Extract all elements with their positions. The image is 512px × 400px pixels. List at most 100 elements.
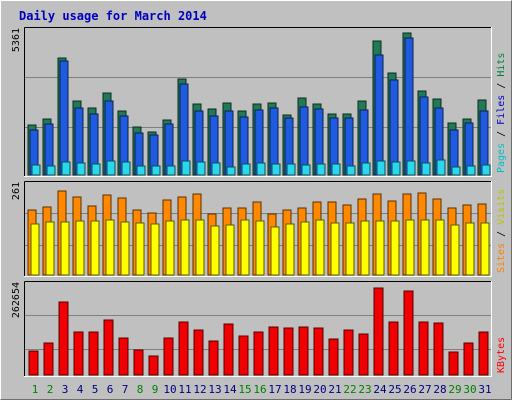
bar-sites-day-28 bbox=[435, 219, 445, 276]
day-label-1: 1 bbox=[32, 383, 39, 396]
panel-sites-visits: 261 Sites / Visits bbox=[11, 181, 507, 277]
legend-kbytes: KBytes bbox=[496, 337, 507, 373]
day-label-20: 20 bbox=[313, 383, 326, 396]
bar-sites-day-3 bbox=[60, 221, 70, 276]
bar-sites-day-7 bbox=[120, 221, 130, 276]
bar-pages-day-10 bbox=[166, 165, 176, 176]
bar-sites-day-5 bbox=[90, 220, 100, 276]
day-label-14: 14 bbox=[223, 383, 237, 396]
bar-kbytes-day-28 bbox=[433, 322, 444, 376]
bar-pages-day-20 bbox=[316, 163, 326, 176]
bar-sites-day-22 bbox=[345, 222, 355, 276]
bar-sites-day-14 bbox=[225, 224, 235, 276]
bar-sites-day-24 bbox=[375, 220, 385, 276]
legend-separator: / bbox=[496, 225, 507, 243]
bar-kbytes-day-16 bbox=[253, 331, 264, 376]
bar-pages-day-26 bbox=[406, 160, 416, 176]
bar-kbytes-day-17 bbox=[268, 326, 279, 376]
bar-sites-day-26 bbox=[405, 219, 415, 276]
bar-sites-day-2 bbox=[45, 221, 55, 276]
bar-kbytes-day-29 bbox=[448, 351, 459, 376]
series-kbytes bbox=[28, 287, 489, 376]
day-label-6: 6 bbox=[107, 383, 114, 396]
bar-kbytes-day-12 bbox=[193, 329, 204, 376]
bar-pages-day-11 bbox=[181, 160, 191, 176]
bar-pages-day-14 bbox=[226, 166, 236, 176]
bar-kbytes-day-15 bbox=[238, 335, 249, 376]
day-label-19: 19 bbox=[298, 383, 311, 396]
day-label-30: 30 bbox=[463, 383, 476, 396]
bar-pages-day-1 bbox=[31, 164, 41, 176]
bar-pages-day-7 bbox=[121, 161, 131, 176]
day-label-4: 4 bbox=[77, 383, 84, 396]
day-label-31: 31 bbox=[478, 383, 491, 396]
bar-kbytes-day-3 bbox=[58, 301, 69, 376]
bar-kbytes-day-21 bbox=[328, 338, 339, 376]
day-label-29: 29 bbox=[448, 383, 461, 396]
bar-kbytes-day-10 bbox=[163, 337, 174, 376]
bar-sites-day-29 bbox=[450, 224, 460, 276]
bar-pages-day-15 bbox=[241, 163, 251, 176]
bar-sites-day-4 bbox=[75, 220, 85, 276]
bar-kbytes-day-22 bbox=[343, 329, 354, 376]
bar-pages-day-5 bbox=[91, 163, 101, 176]
bar-kbytes-day-1 bbox=[28, 350, 39, 376]
panel-kbytes: 262654 KBytes bbox=[11, 281, 507, 377]
day-label-21: 21 bbox=[328, 383, 341, 396]
day-label-2: 2 bbox=[47, 383, 54, 396]
panel-max-label: 261 bbox=[11, 182, 22, 200]
panel-legend: Pages / Files / Hits bbox=[496, 53, 507, 173]
day-label-15: 15 bbox=[238, 383, 251, 396]
legend-pages: Pages bbox=[496, 143, 507, 173]
bar-kbytes-day-14 bbox=[223, 323, 234, 376]
bar-sites-day-19 bbox=[300, 221, 310, 276]
bar-pages-day-21 bbox=[331, 163, 341, 176]
day-label-22: 22 bbox=[343, 383, 356, 396]
bar-pages-day-27 bbox=[421, 162, 431, 176]
bar-pages-day-2 bbox=[46, 165, 56, 176]
panel-max-label: 5361 bbox=[11, 28, 22, 52]
bar-pages-day-18 bbox=[286, 163, 296, 176]
series-pages bbox=[31, 159, 491, 176]
bar-files-day-14 bbox=[224, 110, 234, 176]
bar-sites-day-8 bbox=[135, 222, 145, 276]
bar-kbytes-day-9 bbox=[148, 355, 159, 376]
bar-pages-day-19 bbox=[301, 164, 311, 176]
bar-pages-day-28 bbox=[436, 159, 446, 176]
series-sites bbox=[30, 219, 490, 276]
bar-sites-day-31 bbox=[480, 222, 490, 276]
bar-sites-day-25 bbox=[390, 220, 400, 276]
bar-kbytes-day-2 bbox=[43, 342, 54, 376]
bar-kbytes-day-23 bbox=[358, 333, 369, 376]
bar-sites-day-21 bbox=[330, 222, 340, 276]
bar-sites-day-6 bbox=[105, 219, 115, 276]
day-label-26: 26 bbox=[403, 383, 416, 396]
bar-sites-day-16 bbox=[255, 220, 265, 276]
bar-pages-day-29 bbox=[451, 166, 461, 176]
day-label-17: 17 bbox=[268, 383, 281, 396]
bar-kbytes-day-4 bbox=[73, 331, 84, 376]
day-label-5: 5 bbox=[92, 383, 99, 396]
bar-pages-day-25 bbox=[391, 161, 401, 176]
legend-files: Files bbox=[496, 95, 507, 125]
bar-pages-day-13 bbox=[211, 162, 221, 176]
bar-kbytes-day-31 bbox=[478, 331, 489, 376]
bar-kbytes-day-11 bbox=[178, 321, 189, 376]
bar-pages-day-22 bbox=[346, 165, 356, 176]
day-label-18: 18 bbox=[283, 383, 296, 396]
bar-kbytes-day-8 bbox=[133, 349, 144, 376]
legend-visits: Visits bbox=[496, 189, 507, 225]
bar-kbytes-day-18 bbox=[283, 327, 294, 376]
bar-kbytes-day-30 bbox=[463, 342, 474, 376]
bar-sites-day-9 bbox=[150, 223, 160, 276]
bar-pages-day-17 bbox=[271, 163, 281, 176]
panel-max-label: 262654 bbox=[11, 282, 22, 318]
bar-kbytes-day-26 bbox=[403, 290, 414, 376]
day-label-10: 10 bbox=[163, 383, 176, 396]
panel-pages-files-hits: 5361 Pages / Files / Hits bbox=[11, 27, 507, 177]
bar-sites-day-11 bbox=[180, 219, 190, 276]
day-label-9: 9 bbox=[152, 383, 159, 396]
bar-sites-day-12 bbox=[195, 219, 205, 276]
